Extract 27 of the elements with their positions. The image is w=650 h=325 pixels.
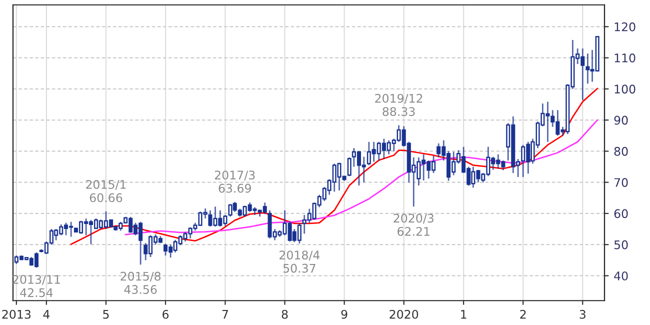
x-tick-label: 9 xyxy=(341,310,348,319)
x-tick-label: 7 xyxy=(222,310,228,319)
y-tick-label: 110 xyxy=(614,54,636,62)
y-tick-label: 60 xyxy=(614,209,628,218)
x-tick-label: 1 xyxy=(461,310,466,319)
x-tick-label: 5 xyxy=(103,310,109,319)
y-tick-label: 40 xyxy=(614,271,628,280)
y-tick-label: 80 xyxy=(614,146,628,156)
annotation: 2015/8 43.56 xyxy=(120,272,161,294)
annotation: 2019/12 88.33 xyxy=(375,94,422,116)
line-series xyxy=(70,88,598,245)
annotation: 2020/3 62.21 xyxy=(394,214,434,236)
x-tick-label: 2 xyxy=(520,310,526,319)
x-tick-label: 4 xyxy=(43,310,50,319)
annotation: 2018/4 50.37 xyxy=(280,250,320,273)
y-tick-label: 120 xyxy=(614,22,636,32)
annotation: 2017/3 63.69 xyxy=(214,170,255,193)
y-tick-label: 50 xyxy=(614,240,628,250)
y-tick-label: 100 xyxy=(614,84,636,94)
x-tick-label: 8 xyxy=(282,310,288,319)
x-tick-label: 2013 xyxy=(2,310,30,319)
annotation: 2015/1 60.66 xyxy=(86,180,126,202)
x-tick-label: 6 xyxy=(162,310,169,319)
x-tick-label: 2020 xyxy=(390,310,418,319)
x-tick-label: 3 xyxy=(580,310,586,319)
y-tick-label: 70 xyxy=(614,178,628,187)
y-tick-label: 90 xyxy=(614,116,628,125)
